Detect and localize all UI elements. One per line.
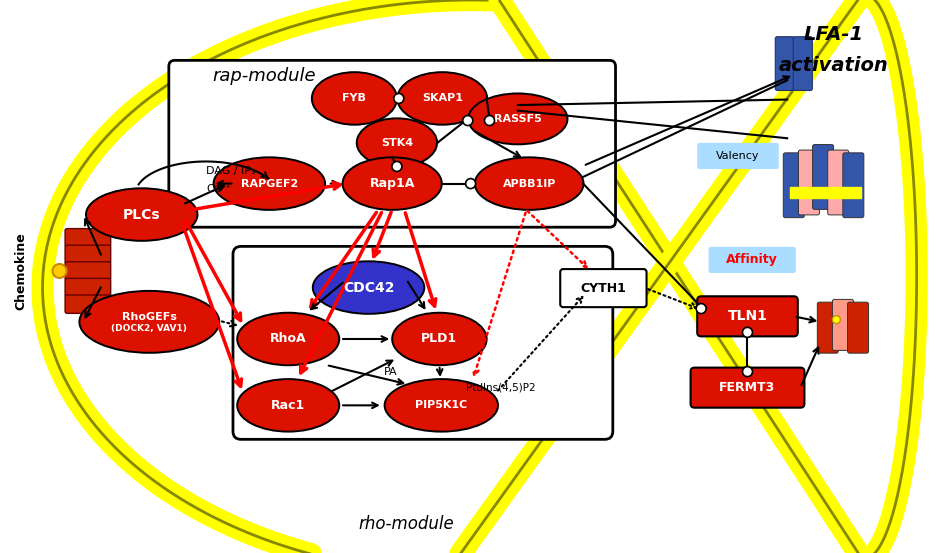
Ellipse shape xyxy=(392,312,486,365)
Ellipse shape xyxy=(342,158,441,210)
Text: rho-module: rho-module xyxy=(358,515,454,533)
Text: (DOCK2, VAV1): (DOCK2, VAV1) xyxy=(111,324,187,333)
Ellipse shape xyxy=(312,72,396,125)
Text: LFA-1: LFA-1 xyxy=(802,25,863,44)
Circle shape xyxy=(394,93,403,103)
FancyBboxPatch shape xyxy=(233,247,612,439)
Text: FERMT3: FERMT3 xyxy=(718,381,775,394)
Text: PLD1: PLD1 xyxy=(421,332,457,346)
Text: APBB1IP: APBB1IP xyxy=(502,179,555,189)
Circle shape xyxy=(742,367,751,377)
FancyBboxPatch shape xyxy=(65,262,110,280)
Ellipse shape xyxy=(468,93,566,144)
Circle shape xyxy=(742,327,751,337)
Circle shape xyxy=(696,304,705,314)
FancyBboxPatch shape xyxy=(65,278,110,297)
FancyBboxPatch shape xyxy=(817,302,837,353)
Text: TLN1: TLN1 xyxy=(727,309,767,324)
Ellipse shape xyxy=(86,189,197,241)
Text: Valency: Valency xyxy=(716,151,759,161)
Ellipse shape xyxy=(397,72,487,125)
Ellipse shape xyxy=(213,158,325,210)
FancyBboxPatch shape xyxy=(783,153,803,218)
Text: CYTH1: CYTH1 xyxy=(580,281,625,295)
Text: DAG / IP₃: DAG / IP₃ xyxy=(206,166,256,176)
Circle shape xyxy=(392,161,401,171)
Circle shape xyxy=(465,179,475,189)
Text: CDC42: CDC42 xyxy=(343,280,394,295)
FancyBboxPatch shape xyxy=(812,144,833,210)
Text: Rap1A: Rap1A xyxy=(369,177,414,190)
Ellipse shape xyxy=(357,118,436,167)
FancyBboxPatch shape xyxy=(169,60,615,227)
FancyBboxPatch shape xyxy=(708,247,795,273)
Ellipse shape xyxy=(79,291,219,353)
Text: Rac1: Rac1 xyxy=(271,399,305,412)
FancyBboxPatch shape xyxy=(697,296,797,336)
Circle shape xyxy=(484,116,494,126)
FancyBboxPatch shape xyxy=(847,302,868,353)
Ellipse shape xyxy=(475,158,583,210)
Ellipse shape xyxy=(384,379,497,431)
Bar xyxy=(789,187,860,198)
Text: PIP5K1C: PIP5K1C xyxy=(414,400,467,410)
Text: RhoA: RhoA xyxy=(270,332,306,346)
Text: PLCs: PLCs xyxy=(123,207,160,222)
Circle shape xyxy=(53,264,66,278)
FancyBboxPatch shape xyxy=(560,269,646,307)
FancyBboxPatch shape xyxy=(65,245,110,264)
FancyBboxPatch shape xyxy=(65,295,110,314)
FancyBboxPatch shape xyxy=(842,153,863,218)
Ellipse shape xyxy=(312,262,424,314)
FancyBboxPatch shape xyxy=(792,36,812,91)
Text: Affinity: Affinity xyxy=(726,253,777,267)
Text: PA: PA xyxy=(383,367,396,377)
Text: Chemokine: Chemokine xyxy=(14,232,27,310)
Text: RASSF5: RASSF5 xyxy=(494,114,541,124)
FancyBboxPatch shape xyxy=(65,228,110,247)
Text: rap-module: rap-module xyxy=(212,67,316,85)
FancyBboxPatch shape xyxy=(827,150,848,215)
FancyBboxPatch shape xyxy=(690,368,803,408)
Text: SKAP1: SKAP1 xyxy=(421,93,463,103)
Circle shape xyxy=(463,116,472,126)
FancyBboxPatch shape xyxy=(832,299,852,351)
Text: activation: activation xyxy=(778,56,887,75)
FancyBboxPatch shape xyxy=(697,143,778,169)
Ellipse shape xyxy=(237,379,339,431)
Text: Ca²⁺: Ca²⁺ xyxy=(206,184,230,194)
Text: RhoGEFs: RhoGEFs xyxy=(122,312,177,322)
FancyBboxPatch shape xyxy=(798,150,818,215)
Text: STK4: STK4 xyxy=(380,138,413,148)
Text: RAPGEF2: RAPGEF2 xyxy=(241,179,297,189)
FancyBboxPatch shape xyxy=(774,36,794,91)
Ellipse shape xyxy=(237,312,339,365)
Text: PtdIns(4,5)P2: PtdIns(4,5)P2 xyxy=(465,382,535,392)
Text: FYB: FYB xyxy=(342,93,366,103)
Circle shape xyxy=(832,316,839,324)
